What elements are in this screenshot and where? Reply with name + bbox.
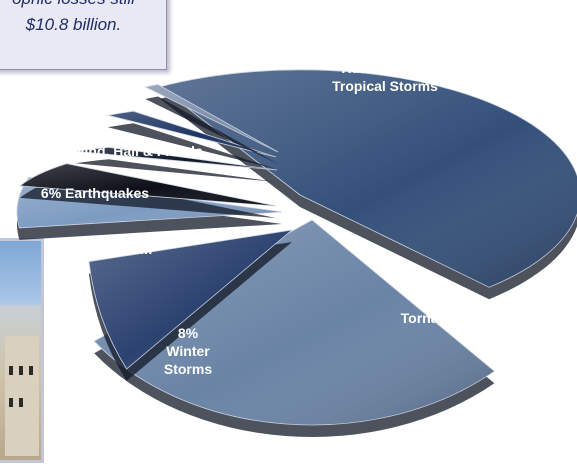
pie-label-tornados: 27% Tornados [401,292,464,326]
pie-label-terrorism: 7% Terrorism [64,241,152,257]
pie-label-wind-hail-floods: 3% Wind, Hail & Floods [47,143,203,159]
pie-slice-shading-fire [107,111,276,157]
pie-label-fire: 2% Fire [51,107,101,123]
pie-slice-depth-wind-hail-floods [75,159,278,182]
building-shape [5,336,39,456]
pie-slice-depth-other [145,96,278,164]
pie-label-earthquakes: 6% Earthquakes [41,185,149,201]
pie-labels: 47% Hurricanes & Tropical Storms 27% Tornado… [41,42,464,377]
callout-box: ophic losses still $10.8 billion. [0,0,167,70]
pie-slices [16,69,577,438]
callout-text-line-2: $10.8 billion. [25,15,122,34]
pie-slice-shading-tornados [94,220,495,426]
pie-slice-depth-fire [107,123,276,169]
pie-slice-shading-other [145,84,278,152]
pie-slice-shading-winter-storms [88,230,293,369]
pie-label-hurricanes-tropical-storms: 47% Hurricanes & Tropical Storms [332,42,438,94]
pie-label-other: 1% Other [67,75,129,91]
pie-label-winter-storms: 8% Winter Storms [164,325,212,377]
pie-slice-shading-earthquakes [20,163,276,206]
pie-slice-shading-hurricanes-tropical-storms [160,69,577,288]
callout-text-line-1: ophic losses still [0,0,166,9]
building-photo [0,238,44,463]
pie-slice-shading-wind-hail-floods [75,147,278,170]
